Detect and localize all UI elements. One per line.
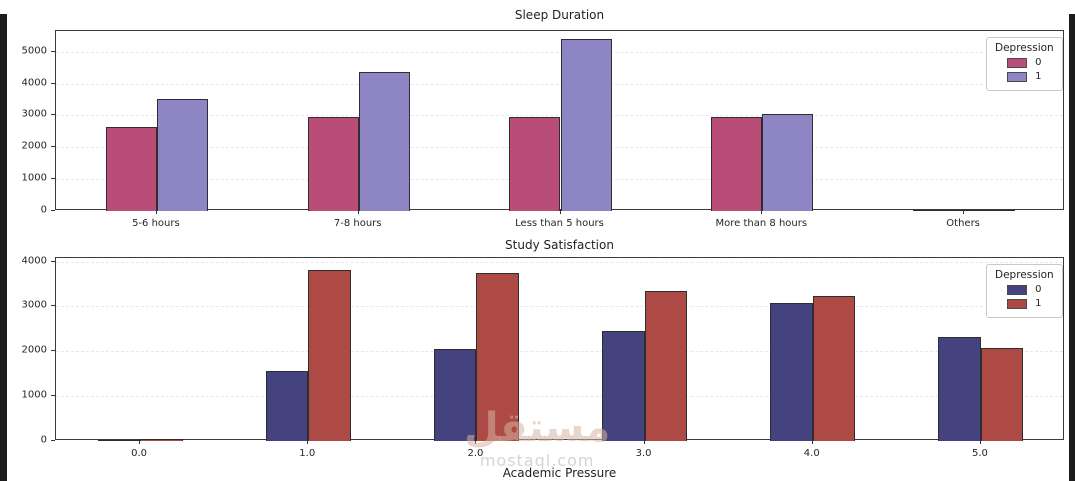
bar-2.0-hue0 xyxy=(433,348,477,441)
x-tick-mark xyxy=(139,440,141,444)
x-tick-mark xyxy=(307,440,309,444)
bar-more-than-8-hours-hue1 xyxy=(762,113,814,211)
legend-entry: 0 xyxy=(995,57,1054,68)
y-tick-label: 0 xyxy=(40,434,47,446)
gridline xyxy=(56,83,1063,85)
gridline xyxy=(56,306,1063,308)
x-tick-mark xyxy=(761,210,763,214)
bar-0.0-hue1 xyxy=(140,439,183,441)
gridline xyxy=(56,351,1063,353)
legend-swatch xyxy=(1007,298,1028,309)
left-edge-strip xyxy=(0,14,7,481)
chart-title: Sleep Duration xyxy=(514,8,605,22)
legend-title: Depression xyxy=(995,42,1054,54)
x-tick-label: 0.0 xyxy=(131,448,148,459)
y-tick-label: 4000 xyxy=(21,255,47,267)
bar-0.0-hue0 xyxy=(97,440,141,441)
legend-label: 1 xyxy=(1035,71,1042,82)
gridline xyxy=(56,51,1063,53)
legend-swatch xyxy=(1007,57,1028,68)
legend-label: 1 xyxy=(1035,298,1042,309)
bar-less-than-5-hours-hue1 xyxy=(560,38,612,211)
x-tick-label: 1.0 xyxy=(299,448,316,459)
x-tick-mark xyxy=(979,440,981,444)
y-tick-mark xyxy=(51,210,55,211)
y-tick-mark xyxy=(51,178,55,180)
bar-7-8-hours-hue1 xyxy=(358,72,410,211)
x-tick-label: 2.0 xyxy=(467,448,484,459)
legend-entry: 1 xyxy=(995,298,1054,309)
x-tick-mark xyxy=(643,440,645,444)
bar-others-hue1 xyxy=(964,210,1016,211)
legend-label: 0 xyxy=(1035,284,1042,295)
bar-more-than-8-hours-hue0 xyxy=(711,117,763,211)
bar-3.0-hue1 xyxy=(644,291,688,441)
legend-label: 0 xyxy=(1035,57,1042,68)
x-tick-label: 5.0 xyxy=(971,448,988,459)
bar-4.0-hue1 xyxy=(812,296,856,441)
y-tick-mark xyxy=(51,114,55,116)
y-tick-label: 3000 xyxy=(21,108,47,120)
y-tick-mark xyxy=(51,305,55,307)
y-tick-label: 1000 xyxy=(21,389,47,401)
bar-2.0-hue1 xyxy=(476,273,519,441)
y-tick-mark xyxy=(51,260,55,262)
bar-5.0-hue1 xyxy=(980,347,1024,441)
bar-5-6-hours-hue1 xyxy=(156,99,208,211)
x-tick-label: Others xyxy=(946,218,980,229)
legend-swatch xyxy=(1007,71,1028,82)
x-tick-label: 4.0 xyxy=(803,448,820,459)
x-tick-mark xyxy=(357,210,359,214)
bar-7-8-hours-hue0 xyxy=(307,117,359,211)
legend-swatch xyxy=(1007,284,1028,295)
x-tick-mark xyxy=(963,210,965,214)
gridline xyxy=(56,115,1063,117)
y-tick-label: 1000 xyxy=(21,172,47,184)
x-tick-mark xyxy=(559,210,561,214)
bar-4.0-hue0 xyxy=(770,302,813,441)
legend-title: Depression xyxy=(995,269,1054,281)
x-axis-label: Academic Pressure xyxy=(502,466,617,480)
right-edge-strip xyxy=(1069,14,1075,481)
y-tick-label: 2000 xyxy=(21,140,47,152)
x-tick-label: 5-6 hours xyxy=(132,218,180,229)
y-tick-mark xyxy=(51,440,55,441)
chart-title: Study Satisfaction xyxy=(505,238,614,252)
bar-less-than-5-hours-hue0 xyxy=(509,117,561,211)
x-tick-label: 7-8 hours xyxy=(333,218,382,229)
legend: Depression 0 1 xyxy=(986,264,1063,318)
x-tick-mark xyxy=(811,440,813,444)
y-tick-mark xyxy=(51,50,55,52)
x-tick-mark xyxy=(155,210,157,214)
legend-entry: 1 xyxy=(995,71,1054,82)
y-tick-mark xyxy=(51,395,55,397)
plot-area xyxy=(55,257,1064,441)
gridline xyxy=(56,396,1063,398)
y-tick-label: 4000 xyxy=(21,77,47,89)
gridline xyxy=(56,261,1063,263)
y-tick-mark xyxy=(51,82,55,84)
bar-5.0-hue0 xyxy=(938,336,981,441)
y-tick-mark xyxy=(51,146,55,148)
bar-1.0-hue1 xyxy=(308,269,351,441)
x-tick-mark xyxy=(475,440,477,444)
x-tick-label: 3.0 xyxy=(635,448,652,459)
bar-5-6-hours-hue0 xyxy=(105,126,157,211)
legend: Depression 0 1 xyxy=(986,37,1063,91)
x-tick-label: Less than 5 hours xyxy=(515,218,604,229)
y-tick-label: 3000 xyxy=(21,299,47,311)
x-tick-label: More than 8 hours xyxy=(715,218,808,229)
bar-3.0-hue0 xyxy=(602,330,645,441)
y-tick-label: 0 xyxy=(40,204,47,216)
bar-others-hue0 xyxy=(913,210,965,211)
bar-1.0-hue0 xyxy=(265,370,309,441)
legend-entry: 0 xyxy=(995,284,1054,295)
y-tick-mark xyxy=(51,350,55,352)
y-tick-label: 5000 xyxy=(21,45,47,57)
plot-area xyxy=(55,30,1064,211)
y-tick-label: 2000 xyxy=(21,344,47,356)
